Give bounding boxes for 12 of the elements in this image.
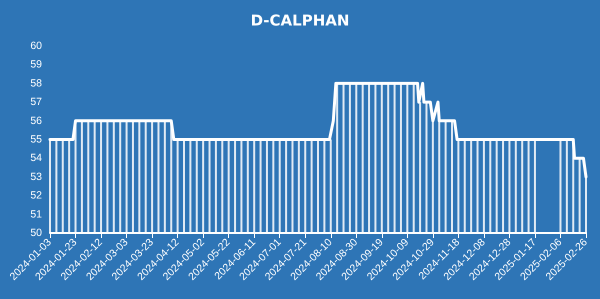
y-tick-label: 55	[30, 134, 42, 146]
y-tick-label: 59	[30, 58, 42, 71]
y-tick-label: 57	[30, 96, 42, 108]
y-tick-label: 51	[30, 208, 42, 220]
y-tick-label: 60	[30, 40, 42, 52]
y-tick-label: 56	[30, 114, 42, 127]
y-tick-label: 54	[30, 152, 42, 164]
y-tick-label: 50	[30, 227, 42, 239]
y-tick-label: 58	[30, 77, 42, 90]
y-tick-label: 52	[30, 190, 42, 202]
y-tick-label: 53	[30, 170, 42, 183]
chart-title: D-CALPHAN	[250, 12, 350, 30]
